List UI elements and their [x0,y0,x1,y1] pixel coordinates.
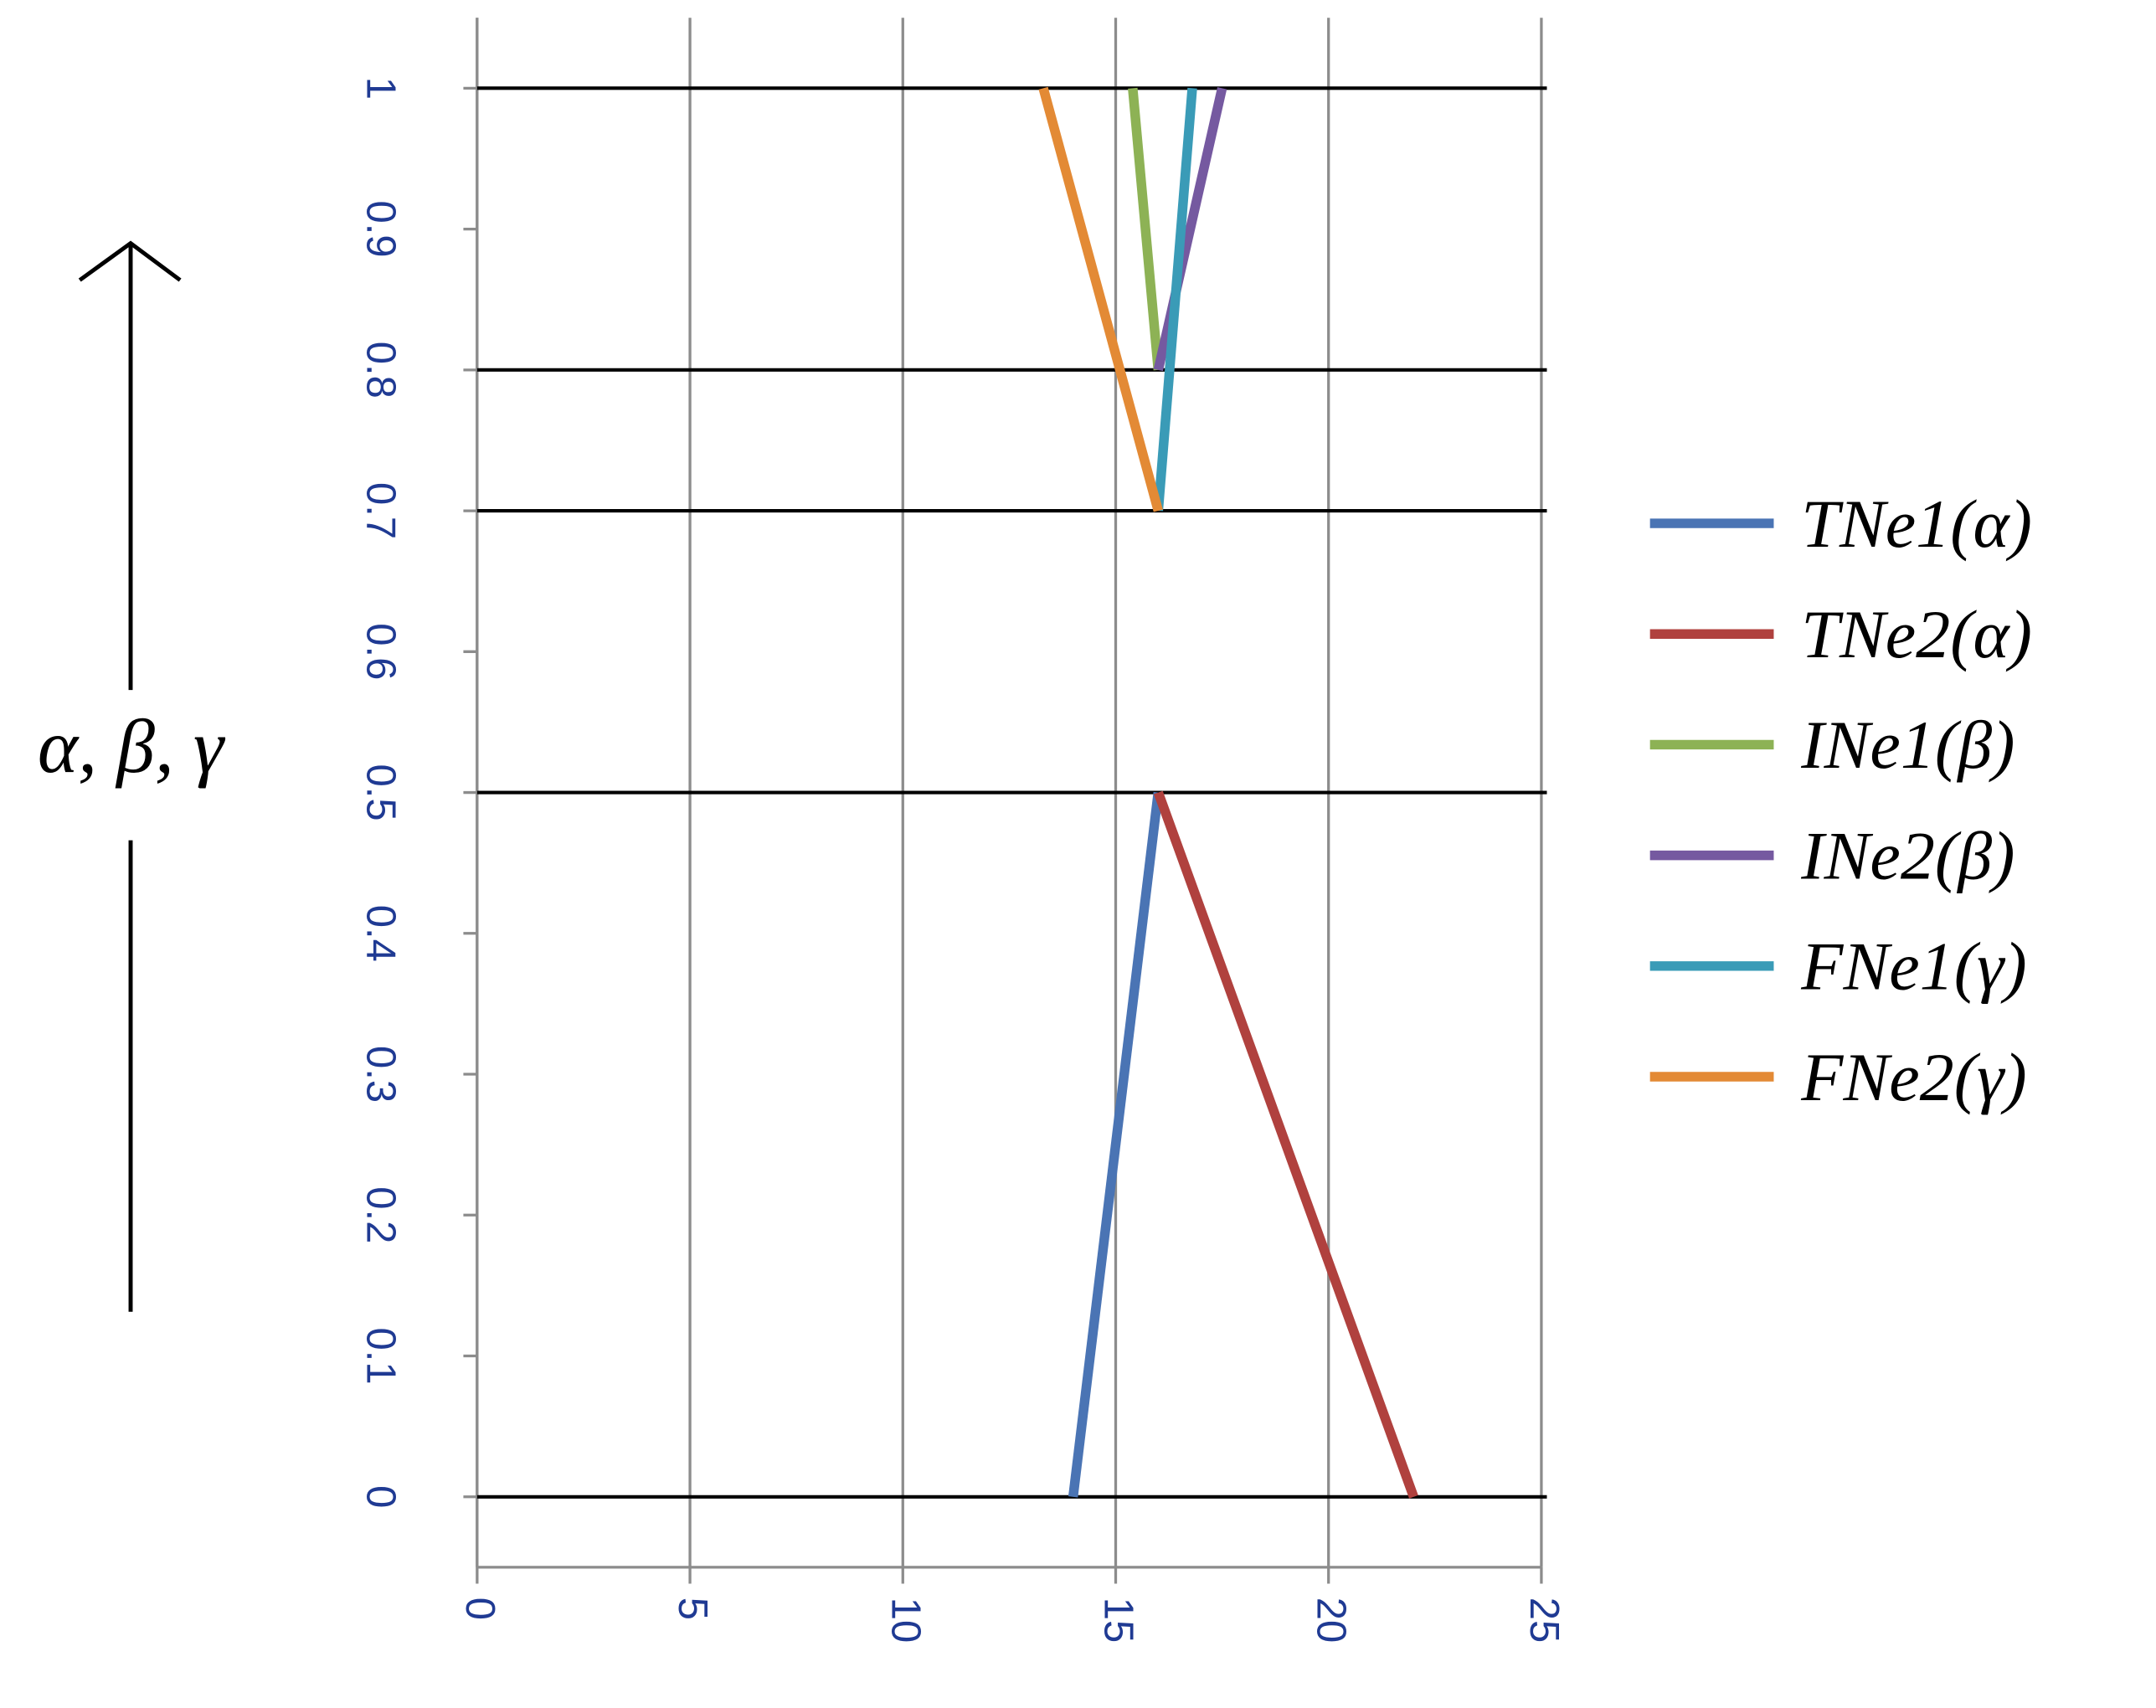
y-tick-label: 0.4 [358,905,404,962]
x-tick-label: 20 [1309,1597,1354,1643]
legend-label: INe2(β) [1800,818,2014,894]
legend-label: INe1(β) [1800,707,2014,783]
series-line [1153,790,1418,1499]
y-tick-label: 0.8 [358,342,404,399]
y-axis-label: α, β, γ [38,703,226,789]
legend-label: FNe2(γ) [1800,1039,2026,1115]
series-line [1038,86,1163,512]
x-tick-label: 0 [457,1597,502,1620]
legend-label: FNe1(γ) [1800,929,2026,1005]
y-tick-label: 0.1 [358,1328,404,1385]
y-tick-label: 0 [358,1485,404,1508]
y-tick-label: 0.6 [358,623,404,680]
y-tick-label: 0.2 [358,1186,404,1243]
y-tick-label: 0.9 [358,201,404,258]
y-label-arrow [78,240,182,1312]
series-line [1153,87,1197,512]
legend-label: TNe2(α) [1801,596,2032,672]
series-line [1068,791,1164,1498]
series-line [1128,87,1164,371]
x-tick-label: 5 [670,1597,715,1620]
x-tick-label: 10 [882,1597,928,1643]
y-tick-label: 0.7 [358,482,404,539]
y-tick-label: 1 [358,77,404,100]
y-tick-label: 0.5 [358,764,404,821]
legend-label: TNe1(α) [1801,486,2032,562]
x-tick-label: 25 [1521,1597,1567,1643]
y-tick-label: 0.3 [358,1046,404,1103]
x-tick-label: 15 [1095,1597,1140,1643]
